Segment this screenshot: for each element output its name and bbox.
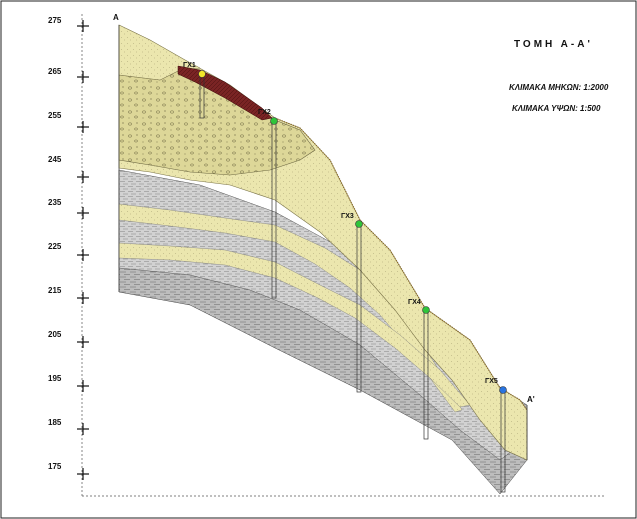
borehole-marker bbox=[270, 117, 278, 125]
elevation-ticks: 275 265 255 245 235 225 bbox=[48, 16, 89, 480]
sand-lens-lower bbox=[118, 242, 471, 408]
tick: 175 bbox=[48, 462, 89, 480]
tick-label: 185 bbox=[48, 418, 62, 427]
tick: 245 bbox=[48, 155, 89, 183]
section-title: ΤΟΜΗ Α-Α' bbox=[514, 39, 593, 50]
borehole-label: ΓΧ3 bbox=[341, 213, 354, 220]
tick: 195 bbox=[48, 374, 89, 392]
height-scale: ΚΛΙΜΑΚΑ ΥΨΩΝ: 1:500 bbox=[512, 104, 601, 113]
tick-label: 245 bbox=[48, 155, 62, 164]
borehole-gx3: ΓΧ3 bbox=[341, 213, 363, 393]
tick: 215 bbox=[48, 286, 89, 304]
borehole-gx2: ΓΧ2 bbox=[258, 109, 278, 299]
borehole-marker bbox=[198, 70, 206, 78]
borehole-gx5: ΓΧ5 bbox=[485, 378, 507, 493]
borehole-gx4: ΓΧ4 bbox=[408, 299, 430, 440]
borehole-gx1: ΓΧ1 bbox=[183, 62, 206, 119]
tick-label: 175 bbox=[48, 462, 62, 471]
tick-label: 255 bbox=[48, 111, 62, 120]
tick-label: 205 bbox=[48, 330, 62, 339]
borehole-marker bbox=[499, 386, 507, 394]
borehole-label: ΓΧ2 bbox=[258, 109, 271, 116]
tick: 255 bbox=[48, 111, 89, 133]
borehole-marker bbox=[355, 220, 363, 228]
tick-label: 215 bbox=[48, 286, 62, 295]
tick: 225 bbox=[48, 242, 89, 261]
section-end-label: Α' bbox=[527, 395, 535, 404]
borehole-label: ΓΧ5 bbox=[485, 378, 498, 385]
tick-label: 195 bbox=[48, 374, 62, 383]
tick: 275 bbox=[48, 16, 89, 32]
borehole-label: ΓΧ4 bbox=[408, 299, 421, 306]
tick: 235 bbox=[48, 198, 89, 219]
tick-label: 265 bbox=[48, 67, 62, 76]
tick-label: 275 bbox=[48, 16, 62, 25]
borehole-label: ΓΧ1 bbox=[183, 62, 196, 69]
tick-label: 225 bbox=[48, 242, 62, 251]
tick: 205 bbox=[48, 330, 89, 348]
section-start-label: Α bbox=[113, 13, 119, 22]
tick-label: 235 bbox=[48, 198, 62, 207]
tick: 185 bbox=[48, 418, 89, 435]
tick: 265 bbox=[48, 67, 89, 83]
borehole-marker bbox=[422, 306, 430, 314]
length-scale: ΚΛΙΜΑΚΑ ΜΗΚΩΝ: 1:2000 bbox=[509, 83, 609, 92]
ground-surface bbox=[274, 117, 528, 411]
topsoil-layer bbox=[177, 65, 273, 121]
